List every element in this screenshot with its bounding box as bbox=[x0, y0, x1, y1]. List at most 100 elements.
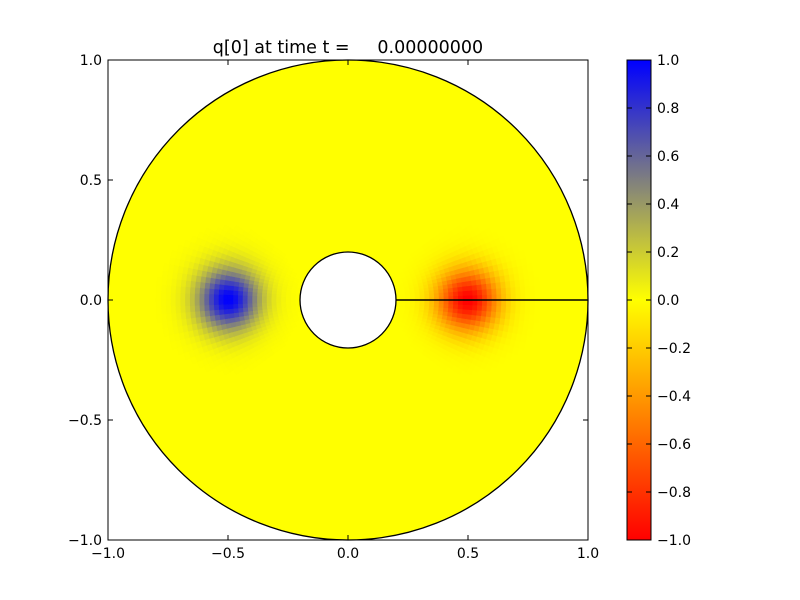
field-cell bbox=[194, 305, 200, 313]
field-cell bbox=[246, 295, 253, 301]
field-cell bbox=[237, 299, 243, 305]
field-cell bbox=[481, 299, 488, 306]
field-cell bbox=[251, 292, 258, 297]
field-cell bbox=[534, 299, 541, 308]
colorbar-tick-label: 1.0 bbox=[657, 53, 679, 69]
field-cell bbox=[227, 294, 234, 301]
field-cell bbox=[481, 294, 488, 301]
field-cell bbox=[165, 306, 172, 315]
field-cell bbox=[476, 289, 483, 296]
colorbar-tick-label: 0.2 bbox=[657, 245, 679, 261]
field-cell bbox=[472, 304, 478, 311]
colorbar-tick-label: 0.0 bbox=[657, 293, 679, 309]
field-cell bbox=[155, 307, 162, 316]
field-cell bbox=[491, 293, 498, 301]
field-cell bbox=[486, 294, 493, 301]
field-cell bbox=[237, 291, 244, 297]
field-cell bbox=[251, 295, 258, 301]
field-cell bbox=[486, 288, 493, 295]
plot-area: −1.0 −0.5 0.0 0.5 1.0 −1.0 −0.5 0.0 0.5 1.0 bbox=[68, 53, 599, 562]
field-cell bbox=[533, 314, 540, 323]
field-cell bbox=[466, 309, 473, 316]
field-cell bbox=[170, 306, 177, 315]
field-cell bbox=[457, 304, 464, 310]
field-cell bbox=[256, 299, 262, 304]
field-cell bbox=[501, 299, 507, 307]
field-cell bbox=[251, 299, 258, 305]
field-cell bbox=[227, 299, 234, 306]
x-axis: −1.0 −0.5 0.0 0.5 1.0 bbox=[91, 60, 599, 562]
field-cell bbox=[251, 288, 258, 294]
field-cell bbox=[467, 289, 474, 296]
y-tick-label: −0.5 bbox=[68, 413, 102, 429]
field-cell bbox=[176, 346, 185, 356]
field-cell bbox=[232, 299, 238, 305]
field-cell bbox=[174, 292, 181, 301]
field-cell bbox=[510, 293, 517, 301]
field-cell bbox=[222, 289, 229, 296]
field-cell bbox=[223, 284, 230, 291]
field-cell bbox=[481, 304, 488, 312]
y-tick-label: 1.0 bbox=[80, 53, 102, 69]
field-cell bbox=[232, 304, 239, 310]
field-cell bbox=[184, 286, 191, 295]
field-cell bbox=[162, 328, 170, 337]
field-cell bbox=[285, 297, 291, 301]
y-tick-label: 0.5 bbox=[80, 173, 102, 189]
field-cell bbox=[170, 285, 177, 294]
field-cell bbox=[525, 292, 531, 301]
field-cell bbox=[443, 307, 449, 313]
field-cell bbox=[242, 295, 248, 301]
field-cell bbox=[222, 294, 229, 301]
field-cell bbox=[515, 299, 522, 308]
field-cell bbox=[527, 321, 535, 330]
field-cell bbox=[160, 284, 167, 294]
field-cell bbox=[237, 286, 244, 293]
field-cell bbox=[213, 283, 220, 291]
field-cell bbox=[505, 305, 512, 314]
field-cell bbox=[261, 292, 267, 298]
field-cell bbox=[490, 310, 497, 318]
field-cell bbox=[223, 309, 230, 316]
colorbar-tick-label: −0.2 bbox=[657, 341, 691, 357]
field-cell bbox=[519, 285, 526, 294]
field-cell bbox=[529, 306, 536, 316]
field-cell bbox=[222, 304, 229, 311]
field-cell bbox=[194, 287, 200, 295]
field-cell bbox=[160, 306, 167, 316]
field-cell bbox=[161, 321, 169, 330]
field-cell bbox=[198, 293, 205, 301]
field-cell bbox=[165, 299, 171, 308]
field-cell bbox=[199, 282, 206, 290]
field-cell bbox=[179, 293, 186, 301]
field-cell bbox=[237, 295, 243, 301]
field-cell bbox=[485, 310, 492, 318]
field-cell bbox=[496, 287, 502, 295]
field-cell bbox=[527, 270, 535, 279]
field-cell bbox=[448, 291, 454, 297]
field-cell bbox=[476, 283, 483, 291]
field-cell bbox=[184, 293, 191, 301]
field-cell bbox=[533, 277, 540, 286]
field-cell bbox=[189, 299, 195, 307]
colorbar-ticks: −1.0 −0.8 −0.6 −0.4 −0.2 0.0 0.2 0.4 0.6 0.8 1.0 bbox=[627, 53, 691, 549]
inner-hole bbox=[299, 251, 397, 349]
field-cell bbox=[452, 291, 459, 297]
field-cell bbox=[462, 308, 468, 315]
field-cell bbox=[466, 224, 475, 233]
field-cell bbox=[170, 341, 178, 350]
y-axis: −1.0 −0.5 0.0 0.5 1.0 bbox=[68, 53, 588, 549]
field-cell bbox=[208, 288, 215, 296]
x-tick-label: −0.5 bbox=[211, 546, 245, 562]
field-cell bbox=[440, 229, 449, 237]
field-cell bbox=[194, 281, 201, 289]
field-cell bbox=[170, 292, 176, 301]
field-cell bbox=[208, 294, 215, 301]
field-cell bbox=[208, 283, 215, 290]
field-cell bbox=[189, 305, 196, 313]
field-cell bbox=[495, 281, 502, 289]
field-cell bbox=[162, 263, 170, 272]
field-cell bbox=[524, 306, 531, 315]
field-cell bbox=[462, 290, 469, 296]
field-cell bbox=[165, 285, 172, 294]
